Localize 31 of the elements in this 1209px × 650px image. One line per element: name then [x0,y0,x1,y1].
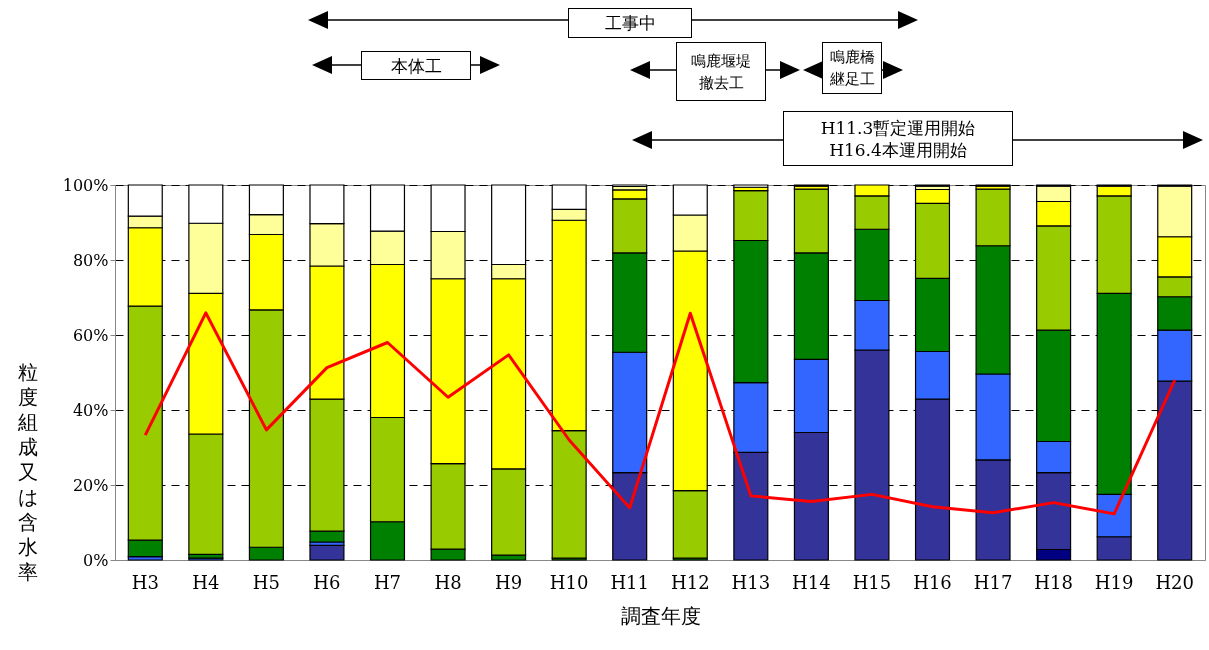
x-tick-label: H10 [549,571,589,593]
x-tick-label: H20 [1155,571,1195,593]
x-tick-label: H19 [1094,571,1134,593]
x-tick-label: H7 [373,571,402,593]
x-tick-label: H14 [792,571,831,593]
x-tick-label: H16 [913,571,952,593]
x-tick-label: H8 [434,571,462,593]
text: 鳴鹿橋継足工 [822,42,882,94]
x-tick-label: H9 [495,571,523,593]
x-tick-label: H18 [1034,571,1073,593]
x-tick-label: H15 [852,571,892,593]
x-tick-label: H12 [670,571,710,593]
text: 工事中 [568,8,692,38]
y-tick-label: 0% [83,550,109,570]
x-tick-label: H3 [131,571,159,593]
y-tick-label: 20% [72,475,109,495]
x-axis-title: 調査年度 [620,603,701,628]
text: 粒度組成又は含水率 [17,359,38,584]
text: 鳴鹿堰堤撤去工 [676,42,766,101]
text: 本体工 [361,51,471,80]
x-tick-label: H6 [313,571,341,593]
y-tick-label: 80% [72,250,109,270]
y-tick-label: 100% [62,175,109,195]
x-tick-label: H5 [252,571,280,593]
x-tick-label: H11 [610,571,650,593]
x-tick-label: H13 [731,571,771,593]
y-tick-label: 60% [72,325,109,345]
y-tick-label: 40% [72,400,109,420]
text: H11.3暫定運用開始 H16.4本運用開始 [783,111,1013,166]
x-tick-label: H17 [973,571,1013,593]
x-tick-label: H4 [192,571,220,593]
